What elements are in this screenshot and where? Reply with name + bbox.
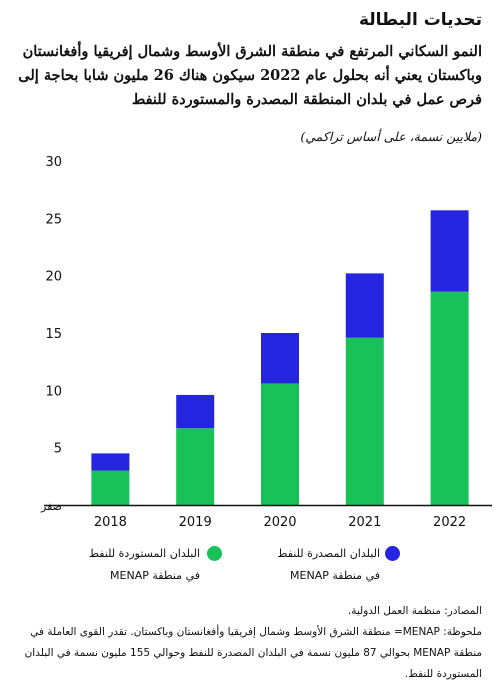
y-tick-label: 25 [45,212,62,227]
source-note: المصادر: منظمة العمل الدولية. [347,605,482,617]
x-tick-label: 2019 [179,515,212,530]
bar-segment-imported [91,470,130,505]
legend-item-exported: البلدان المصدرة للنفط في منطقة MENAP [240,543,400,587]
y-tick-label: صفر [40,500,62,513]
y-tick-label: 30 [45,155,62,170]
unit-label: (ملايين نسمة، على أساس تراكمي) [300,129,482,144]
bar-segment-imported [176,428,215,505]
x-tick-label: 2021 [348,515,381,530]
legend-label-exported-line1: البلدان المصدرة للنفط [277,547,380,560]
legend-item-imported: البلدان المستوردة للنفط في منطقة MENAP [60,543,222,587]
bar-segment-exported [91,453,130,471]
y-tick-label: 20 [45,270,62,285]
menap-note: ملحوظة: MENAP= منطقة الشرق الأوسط وشمال … [24,626,482,680]
bar-segment-imported [430,291,469,505]
legend-label-imported-line1: البلدان المستوردة للنفط [88,547,200,560]
bar-segment-imported [345,337,384,505]
bar-segment-imported [261,383,299,505]
y-tick-label: 10 [45,384,62,399]
stacked-bar-chart: صفر 5 10 15 20 25 30 2018 2019 2020 2021 2022 [40,155,492,530]
bar-segment-exported [430,210,469,292]
y-tick-label: 5 [54,442,62,457]
legend-label-imported-line2: في منطقة MENAP [110,569,200,582]
legend-swatch-imported [207,546,222,561]
chart-subtitle: النمو السكاني المرتفع في منطقة الشرق الأ… [18,43,482,108]
legend-swatch-exported [385,546,400,561]
x-tick-label: 2020 [263,515,296,530]
bar-segment-exported [345,273,384,338]
notes: المصادر: منظمة العمل الدولية. ملحوظة: ME… [14,601,482,685]
x-tick-label: 2022 [433,515,466,530]
x-tick-label: 2018 [94,515,127,530]
chart-title: تحديات البطالة [358,10,482,30]
legend-label-exported-line2: في منطقة MENAP [290,569,380,582]
y-tick-label: 15 [45,327,62,342]
bar-segment-exported [261,333,299,384]
bar-segment-exported [176,394,215,429]
